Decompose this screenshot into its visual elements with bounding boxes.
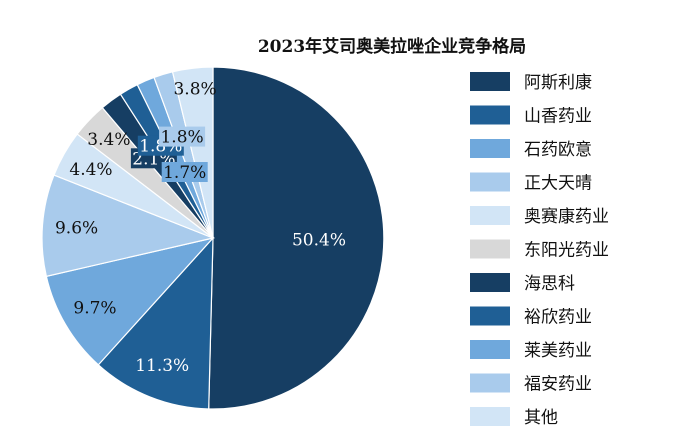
legend-label: 正大天晴 [524,174,592,194]
value-label: 3.8% [173,80,216,100]
legend-swatch [470,105,510,125]
pie-slice [97,236,214,410]
legend-label: 裕欣药业 [524,308,592,328]
legend-swatch [470,72,510,91]
value-label-box [161,162,208,182]
pie-slice [208,66,385,410]
legend-swatch [470,306,510,326]
legend: 阿斯利康山香药业石药欧意正大天晴奥赛康药业东阳光药业海思科裕欣药业莱美药业福安药… [470,72,609,427]
value-label: 1.7% [163,163,206,183]
value-label: 9.6% [55,219,98,239]
legend-label: 其他 [524,408,558,427]
legend-label: 福安药业 [524,375,592,395]
value-label-box [159,126,206,147]
legend-swatch [470,206,510,225]
legend-label: 莱美药业 [524,341,592,361]
legend-swatch [470,139,510,158]
legend-label: 奥赛康药业 [524,206,609,227]
pie-slice [45,236,215,366]
legend-label: 阿斯利康 [524,73,592,93]
value-label: 9.7% [73,298,116,318]
value-label: 50.4% [292,230,346,250]
pie-slice [41,174,216,278]
legend-swatch [470,172,510,192]
pie-value-labels: 50.4%11.3%9.7%9.6%4.4%3.4%2.1%1.8%1.7%1.… [55,80,346,376]
legend-swatch [470,340,510,359]
legend-label: 山香药业 [524,107,592,127]
legend-label: 石药欧意 [524,140,592,160]
legend-label: 东阳光药业 [524,241,609,261]
value-label: 11.3% [135,356,189,376]
value-label: 1.8% [160,128,203,148]
legend-label: 海思科 [524,274,575,294]
legend-swatch [470,239,510,259]
chart-title: 2023年艾司奥美拉唑企业竞争格局 [258,36,526,57]
legend-swatch [470,407,510,426]
legend-swatch [470,373,510,393]
value-label: 4.4% [69,160,112,180]
value-label: 3.4% [87,130,130,150]
legend-swatch [470,273,510,292]
pie-slice [171,66,214,239]
